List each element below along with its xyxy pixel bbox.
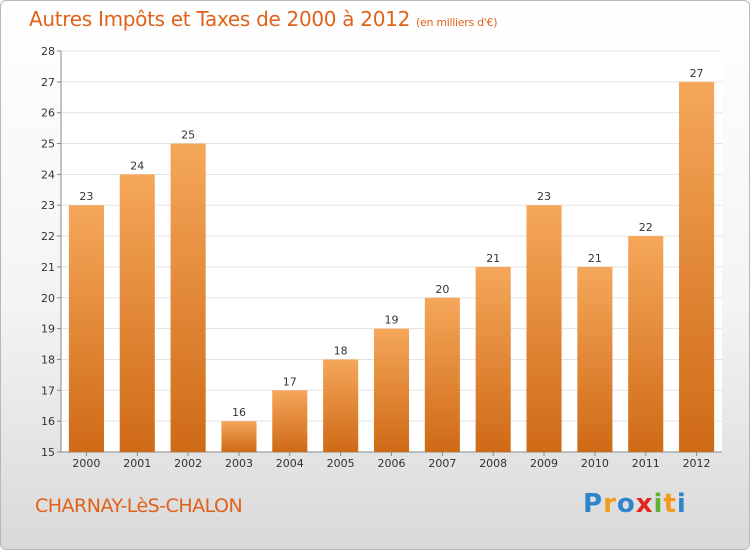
value-label-2011: 22: [639, 221, 653, 234]
logo-letter: x: [635, 489, 654, 519]
value-label-2010: 21: [588, 252, 602, 265]
bar-2007: [424, 297, 460, 452]
bar-2001: [119, 174, 155, 452]
y-tick-label: 23: [41, 199, 55, 212]
y-tick-label: 28: [41, 45, 55, 58]
value-label-2009: 23: [537, 190, 551, 203]
bar-2008: [475, 266, 511, 452]
x-tick-label-2000: 2000: [72, 457, 100, 470]
x-tick-label-2004: 2004: [276, 457, 304, 470]
value-label-2000: 23: [79, 190, 93, 203]
x-tick-label-2003: 2003: [225, 457, 253, 470]
y-tick-label: 18: [41, 353, 55, 366]
chart-title: Autres Impôts et Taxes de 2000 à 2012 (en…: [29, 7, 497, 31]
logo-letter: i: [676, 489, 687, 519]
bar-2010: [577, 266, 613, 452]
x-tick-label-2006: 2006: [378, 457, 406, 470]
value-label-2008: 21: [486, 252, 500, 265]
y-tick-label: 25: [41, 138, 55, 151]
x-tick-label-2001: 2001: [123, 457, 151, 470]
value-label-2005: 18: [334, 344, 348, 357]
y-tick-label: 26: [41, 107, 55, 120]
value-label-2012: 27: [690, 67, 704, 80]
bar-2005: [323, 359, 359, 452]
logo-letter: r: [603, 489, 617, 519]
chart-unit-subtitle: (en milliers d'€): [416, 16, 498, 29]
bar-2012: [679, 81, 715, 452]
x-tick-label-2009: 2009: [530, 457, 558, 470]
y-tick-label: 24: [41, 168, 55, 181]
value-label-2001: 24: [130, 159, 144, 172]
chart-title-text: Autres Impôts et Taxes de 2000 à 2012: [29, 7, 410, 31]
proxiti-logo: Proxiti: [583, 489, 687, 519]
bar-2009: [526, 205, 562, 452]
y-tick-label: 15: [41, 446, 55, 459]
y-tick-label: 21: [41, 261, 55, 274]
y-tick-label: 19: [41, 323, 55, 336]
logo-letter: t: [663, 489, 677, 519]
bar-2011: [628, 236, 664, 452]
y-tick-label: 27: [41, 76, 55, 89]
logo-letter: i: [653, 489, 664, 519]
y-tick-label: 20: [41, 292, 55, 305]
x-tick-label-2007: 2007: [428, 457, 456, 470]
value-label-2002: 25: [181, 129, 195, 142]
bar-2002: [170, 143, 206, 453]
y-tick-label: 22: [41, 230, 55, 243]
x-tick-label-2011: 2011: [632, 457, 660, 470]
place-name: CHARNAY-LèS-CHALON: [35, 495, 243, 517]
value-label-2006: 19: [385, 314, 399, 327]
logo-letter: P: [583, 489, 604, 519]
bar-2000: [68, 205, 104, 452]
logo-letter: o: [616, 489, 636, 519]
y-tick-label: 17: [41, 384, 55, 397]
value-label-2003: 16: [232, 406, 246, 419]
x-tick-label-2010: 2010: [581, 457, 609, 470]
bar-2006: [373, 328, 410, 452]
x-tick-label-2008: 2008: [479, 457, 507, 470]
x-tick-label-2012: 2012: [683, 457, 711, 470]
bar-2003: [221, 421, 257, 452]
y-tick-label: 16: [41, 415, 55, 428]
bar-2004: [272, 390, 308, 452]
value-label-2004: 17: [283, 375, 297, 388]
x-tick-label-2005: 2005: [327, 457, 355, 470]
x-tick-label-2002: 2002: [174, 457, 202, 470]
value-label-2007: 20: [435, 283, 449, 296]
